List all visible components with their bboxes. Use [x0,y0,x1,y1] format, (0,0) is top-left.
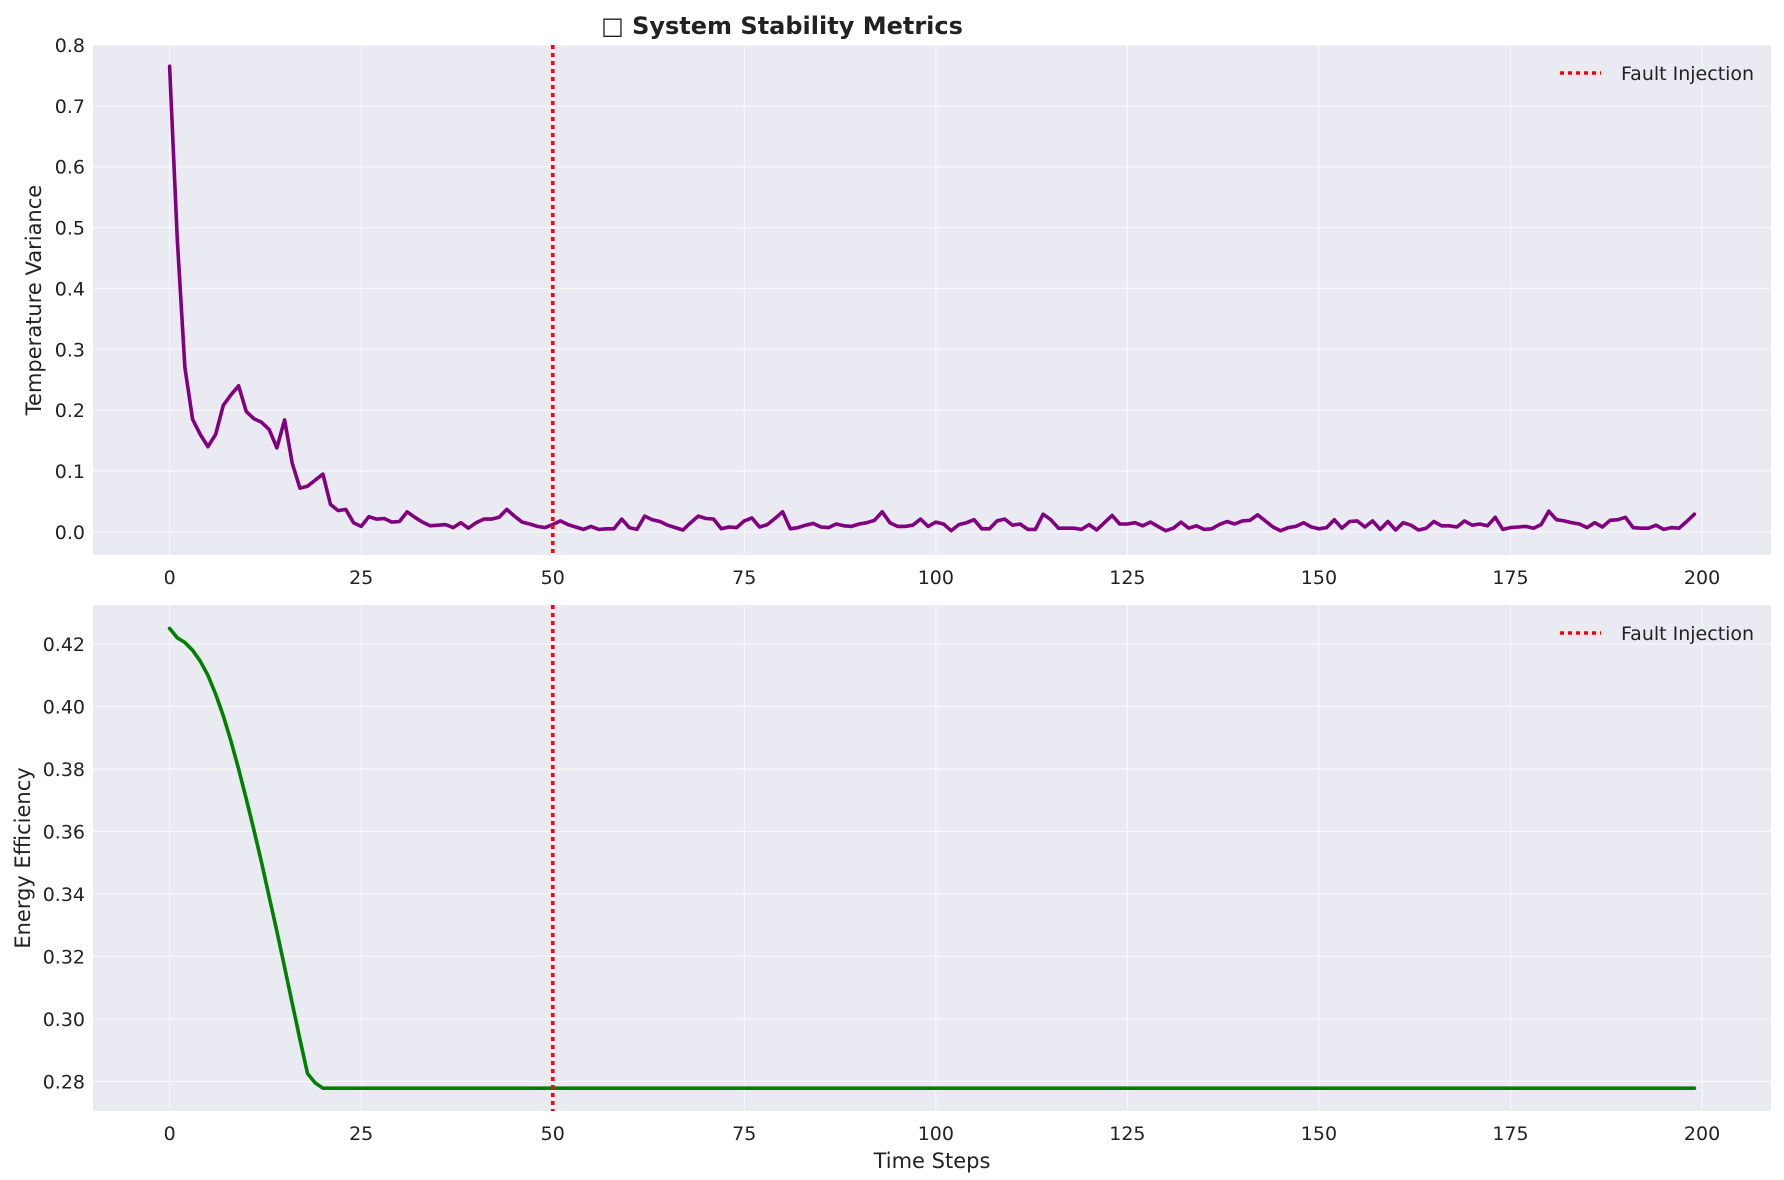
variance-y-tick-labels: 0.0 0.1 0.2 0.3 0.4 0.5 0.6 0.7 0.8 [55,35,85,544]
variance-x-tick-label: 25 [349,567,373,589]
variance-y-tick-label: 0.0 [55,522,85,544]
variance-x-tick-label: 125 [1109,567,1145,589]
efficiency-x-tick-label: 200 [1684,1123,1720,1145]
efficiency-x-tick-label: 0 [164,1123,176,1145]
efficiency-y-tick-label: 0.42 [43,634,85,656]
variance-x-tick-label: 0 [164,567,176,589]
efficiency-grid [93,605,1771,1111]
variance-x-tick-label: 100 [918,567,954,589]
variance-y-tick-label: 0.2 [55,400,85,422]
efficiency-y-axis-label: Energy Efficiency [11,767,35,948]
variance-series [167,64,1697,533]
variance-panel: 0 25 50 75 100 125 150 175 200 0.00.10.20.30.40.… [22,35,1771,589]
variance-y-tick-label: 0.7 [55,96,85,118]
efficiency-x-tick-label: 125 [1109,1123,1145,1145]
efficiency-y-tick-label: 0.40 [43,697,85,719]
variance-x-tick-label: 200 [1684,567,1720,589]
efficiency-y-tick-label: 0.34 [43,884,85,906]
variance-y-tick-label: 0.3 [55,339,85,361]
variance-y-tick-label: 0.1 [55,461,85,483]
variance-legend-label: Fault Injection [1621,63,1754,85]
efficiency-x-tick-labels: 0 25 50 75 100 125 150 175 200 [164,1123,1721,1145]
efficiency-panel: 0 25 50 75 100 125 150 175 200 0.280.300.320.340… [11,605,1771,1173]
variance-x-tick-label: 50 [541,567,565,589]
variance-y-tick-label: 0.5 [55,218,85,240]
efficiency-y-tick-label: 0.38 [43,759,85,781]
variance-y-tick-label: 0.8 [55,35,85,57]
efficiency-y-tick-label: 0.28 [43,1071,85,1093]
efficiency-x-tick-label: 25 [349,1123,373,1145]
variance-x-tick-label: 75 [732,567,756,589]
efficiency-series [167,626,1697,1090]
efficiency-x-tick-label: 175 [1492,1123,1528,1145]
efficiency-y-tick-label: 0.32 [43,946,85,968]
efficiency-legend: Fault Injection [1560,623,1754,645]
efficiency-y-tick-label: 0.36 [43,821,85,843]
variance-y-tick-label: 0.6 [55,157,85,179]
variance-y-tick-label: 0.4 [55,278,85,300]
figure-title: □ System Stability Metrics [601,12,963,40]
efficiency-series-line [167,626,1697,1090]
variance-plot-area [93,45,1771,555]
efficiency-plot-area [93,605,1771,1111]
variance-x-tick-labels: 0 25 50 75 100 125 150 175 200 [164,567,1721,589]
variance-x-tick-label: 175 [1492,567,1528,589]
variance-legend: Fault Injection [1560,63,1754,85]
efficiency-x-tick-label: 150 [1301,1123,1337,1145]
efficiency-x-tick-label: 50 [541,1123,565,1145]
variance-y-axis-label: Temperature Variance [22,185,46,416]
efficiency-x-axis-label: Time Steps [873,1149,991,1173]
variance-x-tick-label: 150 [1301,567,1337,589]
variance-series-line [167,64,1697,533]
variance-grid [93,44,1771,555]
efficiency-y-tick-labels: 0.28 0.30 0.32 0.34 0.36 0.38 0.40 0.42 [43,634,85,1093]
efficiency-legend-label: Fault Injection [1621,623,1754,645]
efficiency-x-tick-label: 75 [732,1123,756,1145]
efficiency-x-tick-label: 100 [918,1123,954,1145]
efficiency-y-tick-label: 0.30 [43,1009,85,1031]
